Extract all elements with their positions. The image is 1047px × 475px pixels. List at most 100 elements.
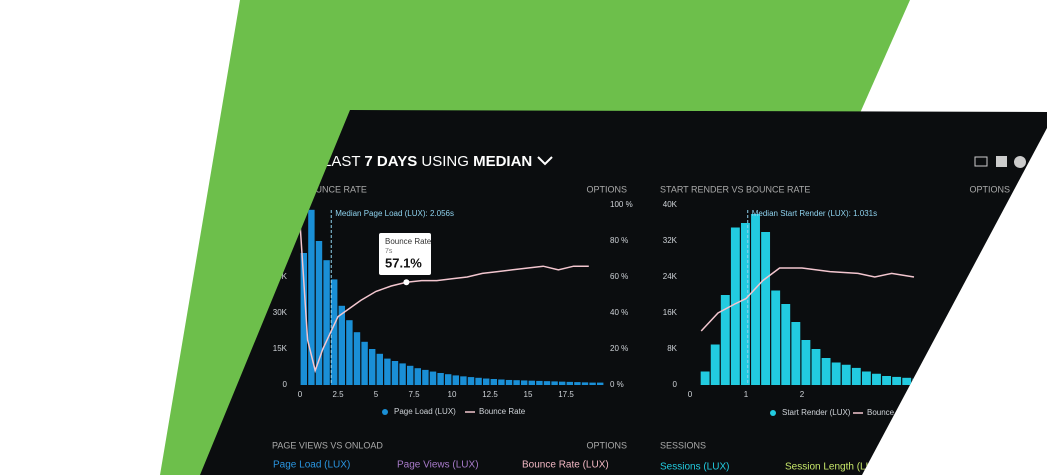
bar	[452, 375, 459, 385]
x-tick-label: 5	[374, 390, 379, 399]
bar	[720, 295, 730, 385]
bar	[384, 358, 391, 385]
bar	[315, 241, 323, 385]
legend-item[interactable]: Page Views (LUX)	[397, 460, 479, 471]
bar	[589, 382, 596, 385]
tooltip-title: Bounce Rate	[385, 237, 432, 246]
bar	[437, 373, 444, 385]
bar	[543, 381, 551, 385]
bar	[475, 377, 482, 385]
bar	[574, 382, 581, 385]
bar	[851, 367, 861, 385]
bar	[771, 290, 781, 385]
y-tick-label: 0	[673, 380, 678, 389]
panel-title: SESSIONS	[660, 440, 706, 450]
legend-item[interactable]: Page Load (LUX)	[394, 407, 456, 416]
bar	[391, 361, 399, 385]
y2-tick-label: 0 %	[610, 380, 624, 389]
header: LAST 7 DAYS USING MEDIAN	[323, 153, 532, 170]
bar	[513, 380, 520, 385]
bar	[741, 223, 750, 385]
bar	[791, 322, 801, 385]
x-tick-label: 2.5	[332, 390, 344, 399]
legend-item[interactable]: Bounce Rate (LUX)	[522, 460, 609, 471]
icon-share[interactable]	[996, 156, 1007, 167]
legend-item[interactable]: Page Load (LUX)	[273, 460, 350, 471]
options[interactable]: OPTIONS	[586, 184, 627, 194]
legend-item[interactable]: Sessions (LUX)	[660, 462, 729, 473]
bar	[902, 377, 912, 385]
bar	[528, 380, 535, 385]
bar	[922, 379, 932, 385]
bar	[338, 305, 345, 385]
bar	[551, 381, 558, 385]
bar	[414, 368, 421, 385]
bar	[300, 253, 307, 385]
bar	[376, 353, 383, 385]
options[interactable]: OPTIONS	[586, 440, 627, 450]
bar	[536, 380, 543, 385]
icon-monitor[interactable]	[974, 156, 988, 167]
dropdown-icon[interactable]	[537, 156, 553, 166]
bar	[331, 279, 338, 385]
x-tick-label: 10	[448, 390, 457, 399]
bar	[407, 365, 414, 385]
bar	[761, 232, 771, 385]
tooltip-x: 7s	[385, 248, 393, 255]
bar	[308, 209, 315, 385]
bar	[932, 380, 942, 385]
bar	[821, 358, 831, 385]
y-tick-label: 24K	[663, 272, 678, 281]
bounce-line	[700, 267, 915, 332]
legend-item[interactable]: Bounce Rate	[479, 407, 526, 416]
header-mid: USING	[421, 153, 469, 170]
dashboard: LAST 7 DAYS USING MEDIAN PAGE VIEWS VS O…	[272, 153, 1026, 473]
bar	[872, 373, 881, 385]
bar	[597, 382, 604, 385]
legend-item[interactable]: Bounce	[867, 408, 895, 417]
options[interactable]: OPTIONS	[969, 184, 1010, 194]
legend-item[interactable]: Session Length (LUX)	[785, 462, 883, 473]
bar	[730, 227, 740, 385]
bar	[861, 371, 871, 385]
bar	[710, 344, 720, 385]
y2-tick-label: 100 %	[610, 200, 633, 209]
x-tick-label: 7.5	[408, 390, 420, 399]
bar	[353, 332, 361, 385]
y2-tick-label: 80 %	[610, 236, 628, 245]
x-tick-label: 17.5	[558, 390, 574, 399]
x-tick-label: 1	[744, 390, 749, 399]
bar	[566, 381, 573, 385]
y-tick-label: 15K	[273, 344, 288, 353]
bar	[559, 381, 566, 385]
bar	[460, 376, 467, 385]
y2-tick-label: 20 %	[610, 344, 628, 353]
y2-tick-label: 40 %	[610, 308, 628, 317]
bar	[505, 379, 513, 385]
bar	[361, 341, 368, 385]
y-tick-label: 40K	[663, 200, 678, 209]
y-tick-label: 30K	[273, 308, 288, 317]
bar	[700, 371, 710, 385]
bounce-line	[299, 222, 589, 374]
y-tick-label: 8K	[667, 344, 677, 353]
legend-swatch	[770, 410, 776, 416]
panel-title: PAGE VIEWS VS ONLOAD	[272, 440, 383, 450]
panel-title: START RENDER VS BOUNCE RATE	[660, 184, 810, 194]
y2-tick-label: 60 %	[610, 272, 628, 281]
x-tick-label: 0	[688, 390, 693, 399]
y-tick-label: 32K	[663, 236, 678, 245]
legend-item[interactable]: Start Render (LUX)	[782, 408, 851, 417]
median-annotation: Median Page Load (LUX): 2.056s	[335, 209, 454, 218]
bar	[751, 214, 760, 385]
icon-more[interactable]	[1014, 156, 1026, 168]
bar	[422, 369, 429, 385]
bar	[831, 362, 841, 385]
bar	[581, 382, 589, 385]
y-tick-label: 0	[283, 380, 288, 389]
x-tick-label: 12.5	[482, 390, 498, 399]
bar	[912, 378, 922, 385]
tooltip-value: 57.1%	[385, 255, 422, 270]
bar	[483, 378, 490, 385]
